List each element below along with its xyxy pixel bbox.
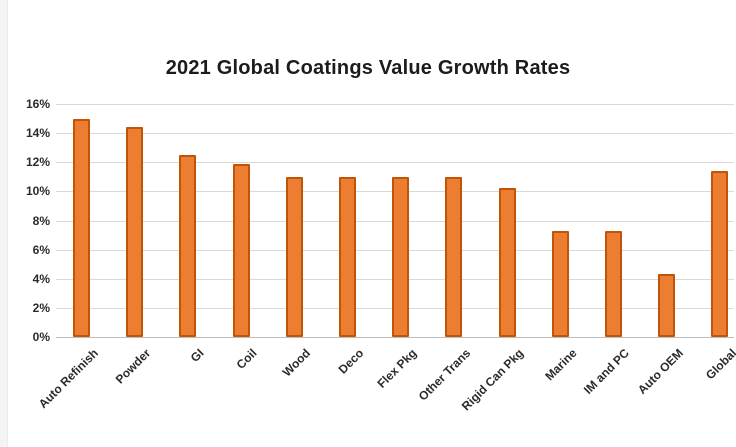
y-axis-tick-label: 16% (25, 97, 50, 111)
bar-wood (285, 176, 303, 337)
y-axis-tick-label: 4% (32, 271, 50, 286)
y-axis-tick-label: 2% (32, 300, 50, 315)
y-axis-tick-label: 12% (25, 155, 50, 170)
bar-flex-pkg (392, 176, 410, 337)
x-axis-category-label: Other Trans (415, 346, 473, 404)
bar-deco (339, 176, 356, 337)
x-axis-category-label: Wood (279, 346, 314, 380)
x-axis-category-label: Flex Pkg (374, 346, 420, 391)
x-axis-category-label: Auto Refinish (35, 346, 101, 412)
x-axis-category-label: Deco (335, 346, 367, 377)
bar-coil (232, 163, 250, 337)
x-axis-baseline (56, 337, 734, 338)
bar-gi (179, 154, 197, 337)
bar-powder (126, 127, 144, 337)
bar-im-and-pc (605, 230, 622, 337)
x-axis-category-label: IM and PC (581, 346, 633, 397)
y-axis-tick-label: 6% (32, 242, 50, 257)
left-margin-strip (0, 0, 8, 447)
bar-rigid-can-pkg (498, 188, 516, 337)
gridline (56, 133, 734, 135)
y-axis-tick-label: 0% (32, 330, 50, 344)
gridline (56, 162, 734, 164)
chart-title: 2021 Global Coatings Value Growth Rates (165, 57, 571, 79)
x-axis-category-label: Marine (541, 346, 580, 384)
gridline (56, 104, 734, 105)
x-axis-category-label: Coil (234, 346, 261, 372)
y-axis-tick-label: 10% (25, 184, 50, 199)
x-axis-category-label: Global (702, 346, 736, 383)
y-axis-tick-label: 14% (25, 126, 50, 141)
y-axis-tick-label: 8% (32, 213, 50, 228)
bar-marine (551, 230, 569, 337)
x-axis-category-label: Auto OEM (634, 346, 686, 397)
bar-global (711, 170, 729, 337)
x-axis-category-label: GI (187, 346, 207, 365)
x-axis-category-label: Powder (113, 346, 154, 387)
bar-auto-oem (658, 274, 676, 337)
bar-other-trans (445, 176, 463, 337)
bar-auto-refinish (73, 118, 90, 337)
